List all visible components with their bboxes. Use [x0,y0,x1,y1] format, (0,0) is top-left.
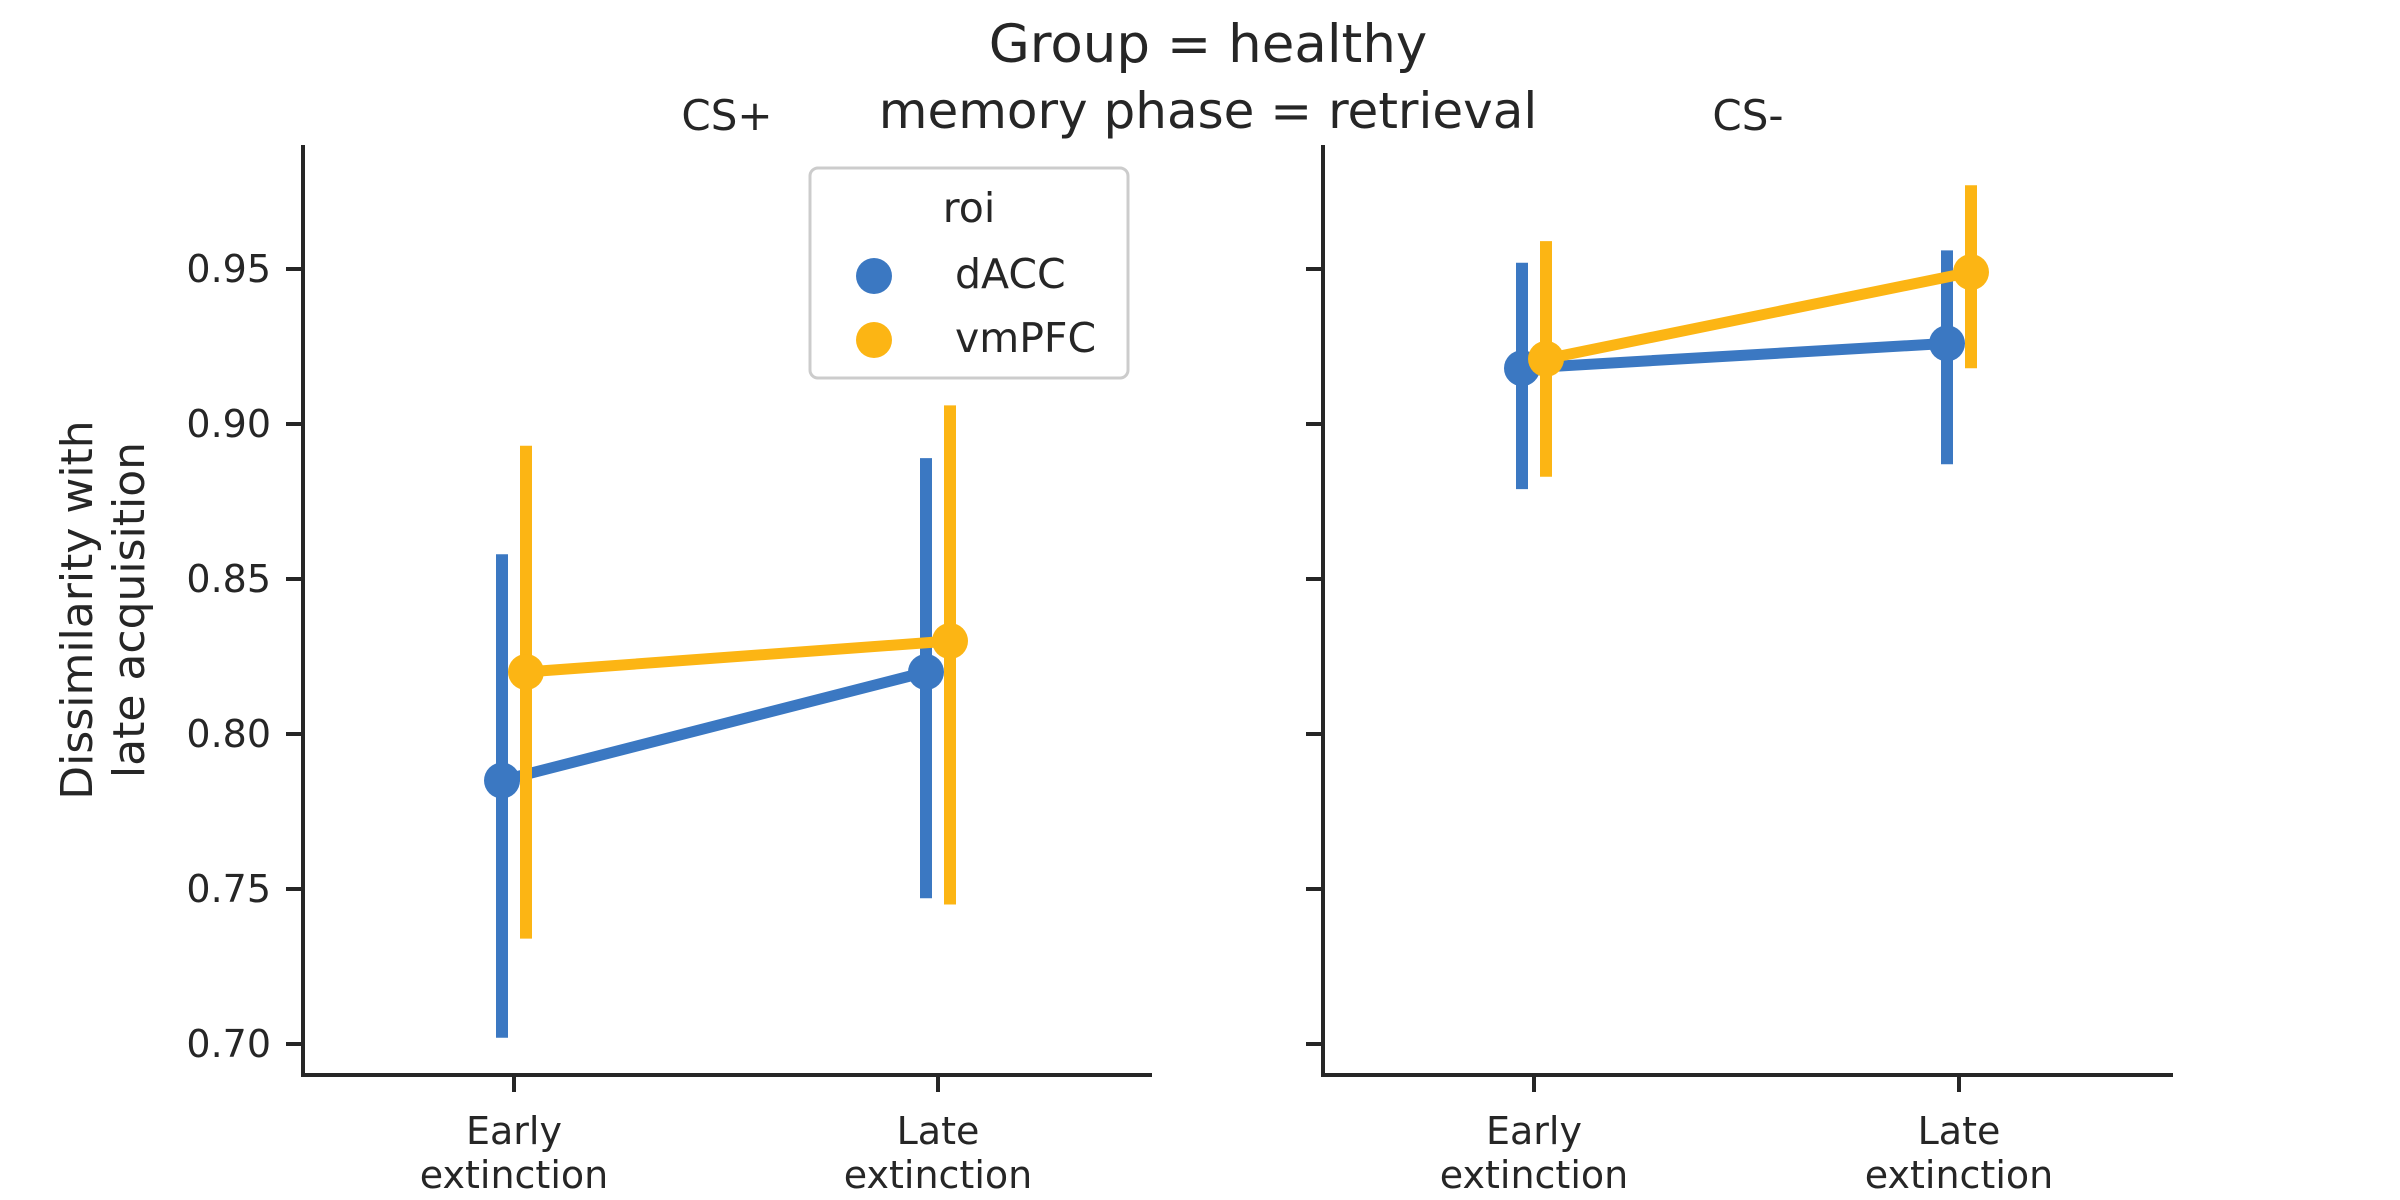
legend-label-dacc: dACC [955,250,1066,298]
x-tick-label-line-1: Early [1486,1109,1582,1153]
series-vmpfc [1528,185,1989,477]
chart-subtitle: memory phase = retrieval [879,82,1538,140]
panel-1-title: CS+ [681,91,772,140]
x-tick-label-line-2: extinction [1865,1153,2053,1197]
panel-1: 0.700.750.800.850.900.95EarlyextinctionL… [186,145,1152,1197]
plot-panels: 0.700.750.800.850.900.95EarlyextinctionL… [186,145,2173,1197]
point-dacc [1929,325,1965,362]
point-vmpfc [932,623,968,659]
legend-title: roi [943,184,995,232]
series-vmpfc [508,405,968,939]
y-axis-label: Dissimilarity with late acquisition [52,420,155,799]
x-tick-label-line-2: extinction [844,1153,1032,1197]
legend-label-vmpfc: vmPFC [955,314,1096,362]
x-tick-label-line-1: Early [466,1109,562,1153]
point-vmpfc [1528,340,1564,377]
legend-marker-vmpfc [856,322,892,358]
series-line-dacc [1516,337,1953,374]
x-tick-label-line-2: extinction [1440,1153,1628,1197]
point-dacc [484,762,520,799]
y-axis-label-line-2: late acquisition [104,442,155,778]
y-tick-label: 0.80 [186,712,271,756]
legend-marker-dacc [856,258,892,294]
series-line-dacc [496,666,932,786]
series-line-vmpfc [520,635,956,678]
point-dacc [908,654,944,690]
x-tick-label-line-1: Late [1918,1109,2001,1153]
y-tick-label: 0.85 [186,557,271,601]
y-axis-label-line-1: Dissimilarity with [52,420,103,799]
y-tick-label: 0.75 [186,867,271,911]
chart-title: Group = healthy [989,14,1428,75]
y-tick-label: 0.90 [186,402,271,446]
series-dacc [484,458,944,1038]
series-dacc [1504,250,1965,490]
point-vmpfc [1953,254,1989,291]
y-tick-label: 0.95 [186,247,271,291]
x-tick-label-line-2: extinction [420,1153,608,1197]
series-line-vmpfc [1540,266,1977,365]
point-vmpfc [508,654,544,690]
panel-2-title: CS- [1712,91,1783,140]
y-tick-label: 0.70 [186,1022,271,1066]
legend-frame [808,166,1130,380]
legend: roi dACC vmPFC [808,166,1130,380]
x-tick-label-line-1: Late [897,1109,980,1153]
